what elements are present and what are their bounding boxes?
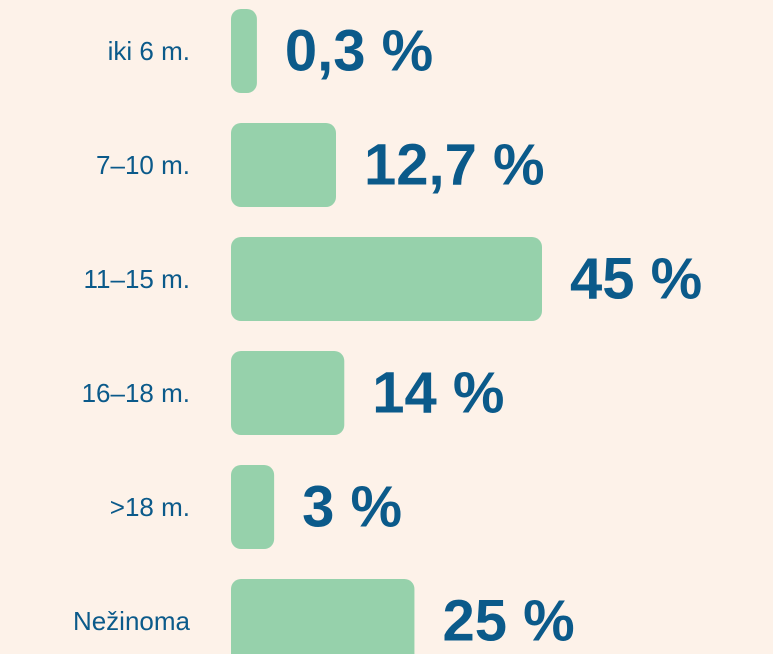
value-label: 45 % — [570, 247, 702, 312]
category-label: 16–18 m. — [82, 378, 190, 408]
value-label: 0,3 % — [285, 19, 433, 84]
value-label: 25 % — [442, 589, 574, 654]
category-label: 11–15 m. — [84, 264, 190, 294]
value-label: 12,7 % — [364, 133, 545, 198]
value-label: 3 % — [302, 475, 402, 540]
bar — [231, 579, 415, 654]
category-label: >18 m. — [110, 492, 190, 522]
bar — [231, 9, 257, 93]
bar — [231, 351, 345, 435]
category-label: iki 6 m. — [108, 36, 190, 66]
bar — [231, 123, 336, 207]
bar — [231, 237, 542, 321]
value-label: 14 % — [372, 361, 504, 426]
bar — [231, 465, 275, 549]
category-label: 7–10 m. — [96, 150, 190, 180]
category-label: Nežinoma — [73, 606, 191, 636]
